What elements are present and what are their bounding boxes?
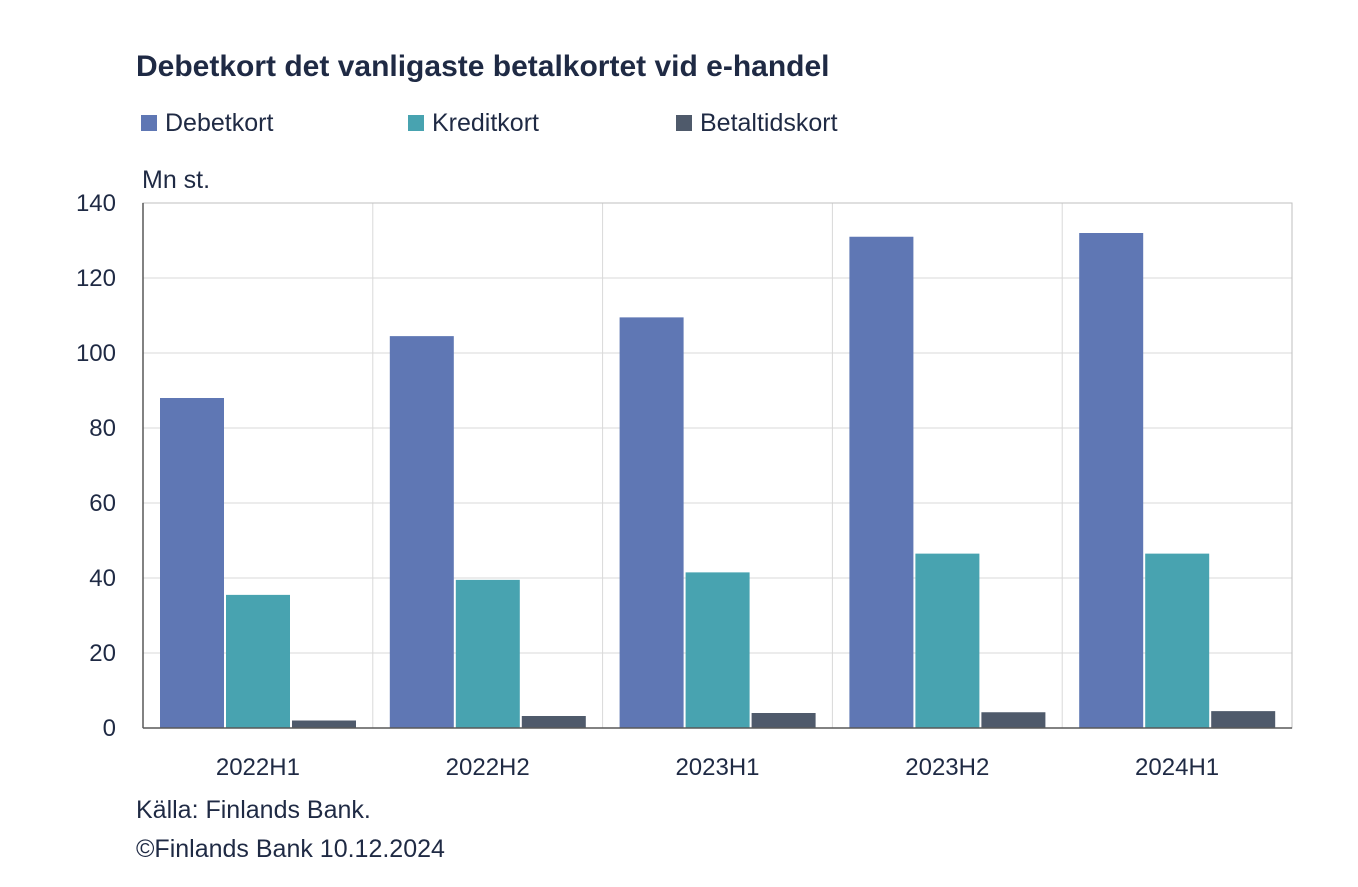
x-tick-label-2023h1: 2023H1 (675, 754, 759, 781)
legend-swatch-debetkort (141, 115, 157, 131)
legend-swatch-kreditkort (408, 115, 424, 131)
bar-betaltidskort-2022h1 (292, 720, 356, 728)
source-note: Källa: Finlands Bank. (136, 796, 371, 824)
y-tick-label-140: 140 (76, 190, 116, 217)
bar-kreditkort-2023h1 (685, 572, 750, 728)
legend-label-debetkort: Debetkort (165, 109, 273, 137)
bar-debetkort-2024h1 (1079, 233, 1144, 728)
y-tick-label-40: 40 (89, 565, 116, 592)
bar-betaltidskort-2023h2 (981, 712, 1046, 728)
bar-debetkort-2022h2 (389, 336, 454, 728)
axes (142, 203, 1292, 729)
legend-swatch-betaltidskort (676, 115, 692, 131)
bars (160, 233, 1276, 728)
y-axis-unit-label: Mn st. (142, 166, 210, 194)
y-tick-label-20: 20 (89, 640, 116, 667)
bar-kreditkort-2022h2 (455, 579, 520, 728)
legend-label-kreditkort: Kreditkort (432, 109, 539, 137)
tick-labels: 0 20 40 60 80 100 120 140 2022H1 2022H2 2023H1 2023… (76, 190, 1219, 781)
y-tick-label-0: 0 (103, 715, 116, 742)
x-tick-label-2022h2: 2022H2 (446, 754, 530, 781)
bar-debetkort-2022h1 (160, 398, 224, 728)
bar-betaltidskort-2024h1 (1211, 711, 1276, 728)
x-tick-label-2024h1: 2024H1 (1135, 754, 1219, 781)
legend-label-betaltidskort: Betaltidskort (700, 109, 838, 137)
y-tick-label-120: 120 (76, 265, 116, 292)
bar-debetkort-2023h2 (849, 236, 914, 728)
bar-kreditkort-2024h1 (1145, 553, 1210, 728)
bar-kreditkort-2023h2 (915, 553, 980, 728)
copyright-note: ©Finlands Bank 10.12.2024 (136, 835, 445, 863)
x-tick-label-2022h1: 2022H1 (216, 754, 300, 781)
y-tick-label-100: 100 (76, 340, 116, 367)
bar-betaltidskort-2023h1 (751, 713, 816, 728)
bar-kreditkort-2022h1 (226, 594, 290, 728)
bar-betaltidskort-2022h2 (521, 716, 586, 728)
x-tick-label-2023h2: 2023H2 (905, 754, 989, 781)
y-tick-label-60: 60 (89, 490, 116, 517)
chart-title: Debetkort det vanligaste betalkortet vid… (136, 50, 830, 83)
y-tick-label-80: 80 (89, 415, 116, 442)
legend: Debetkort Kreditkort Betaltidskort (141, 109, 838, 137)
bar-debetkort-2023h1 (619, 317, 684, 728)
